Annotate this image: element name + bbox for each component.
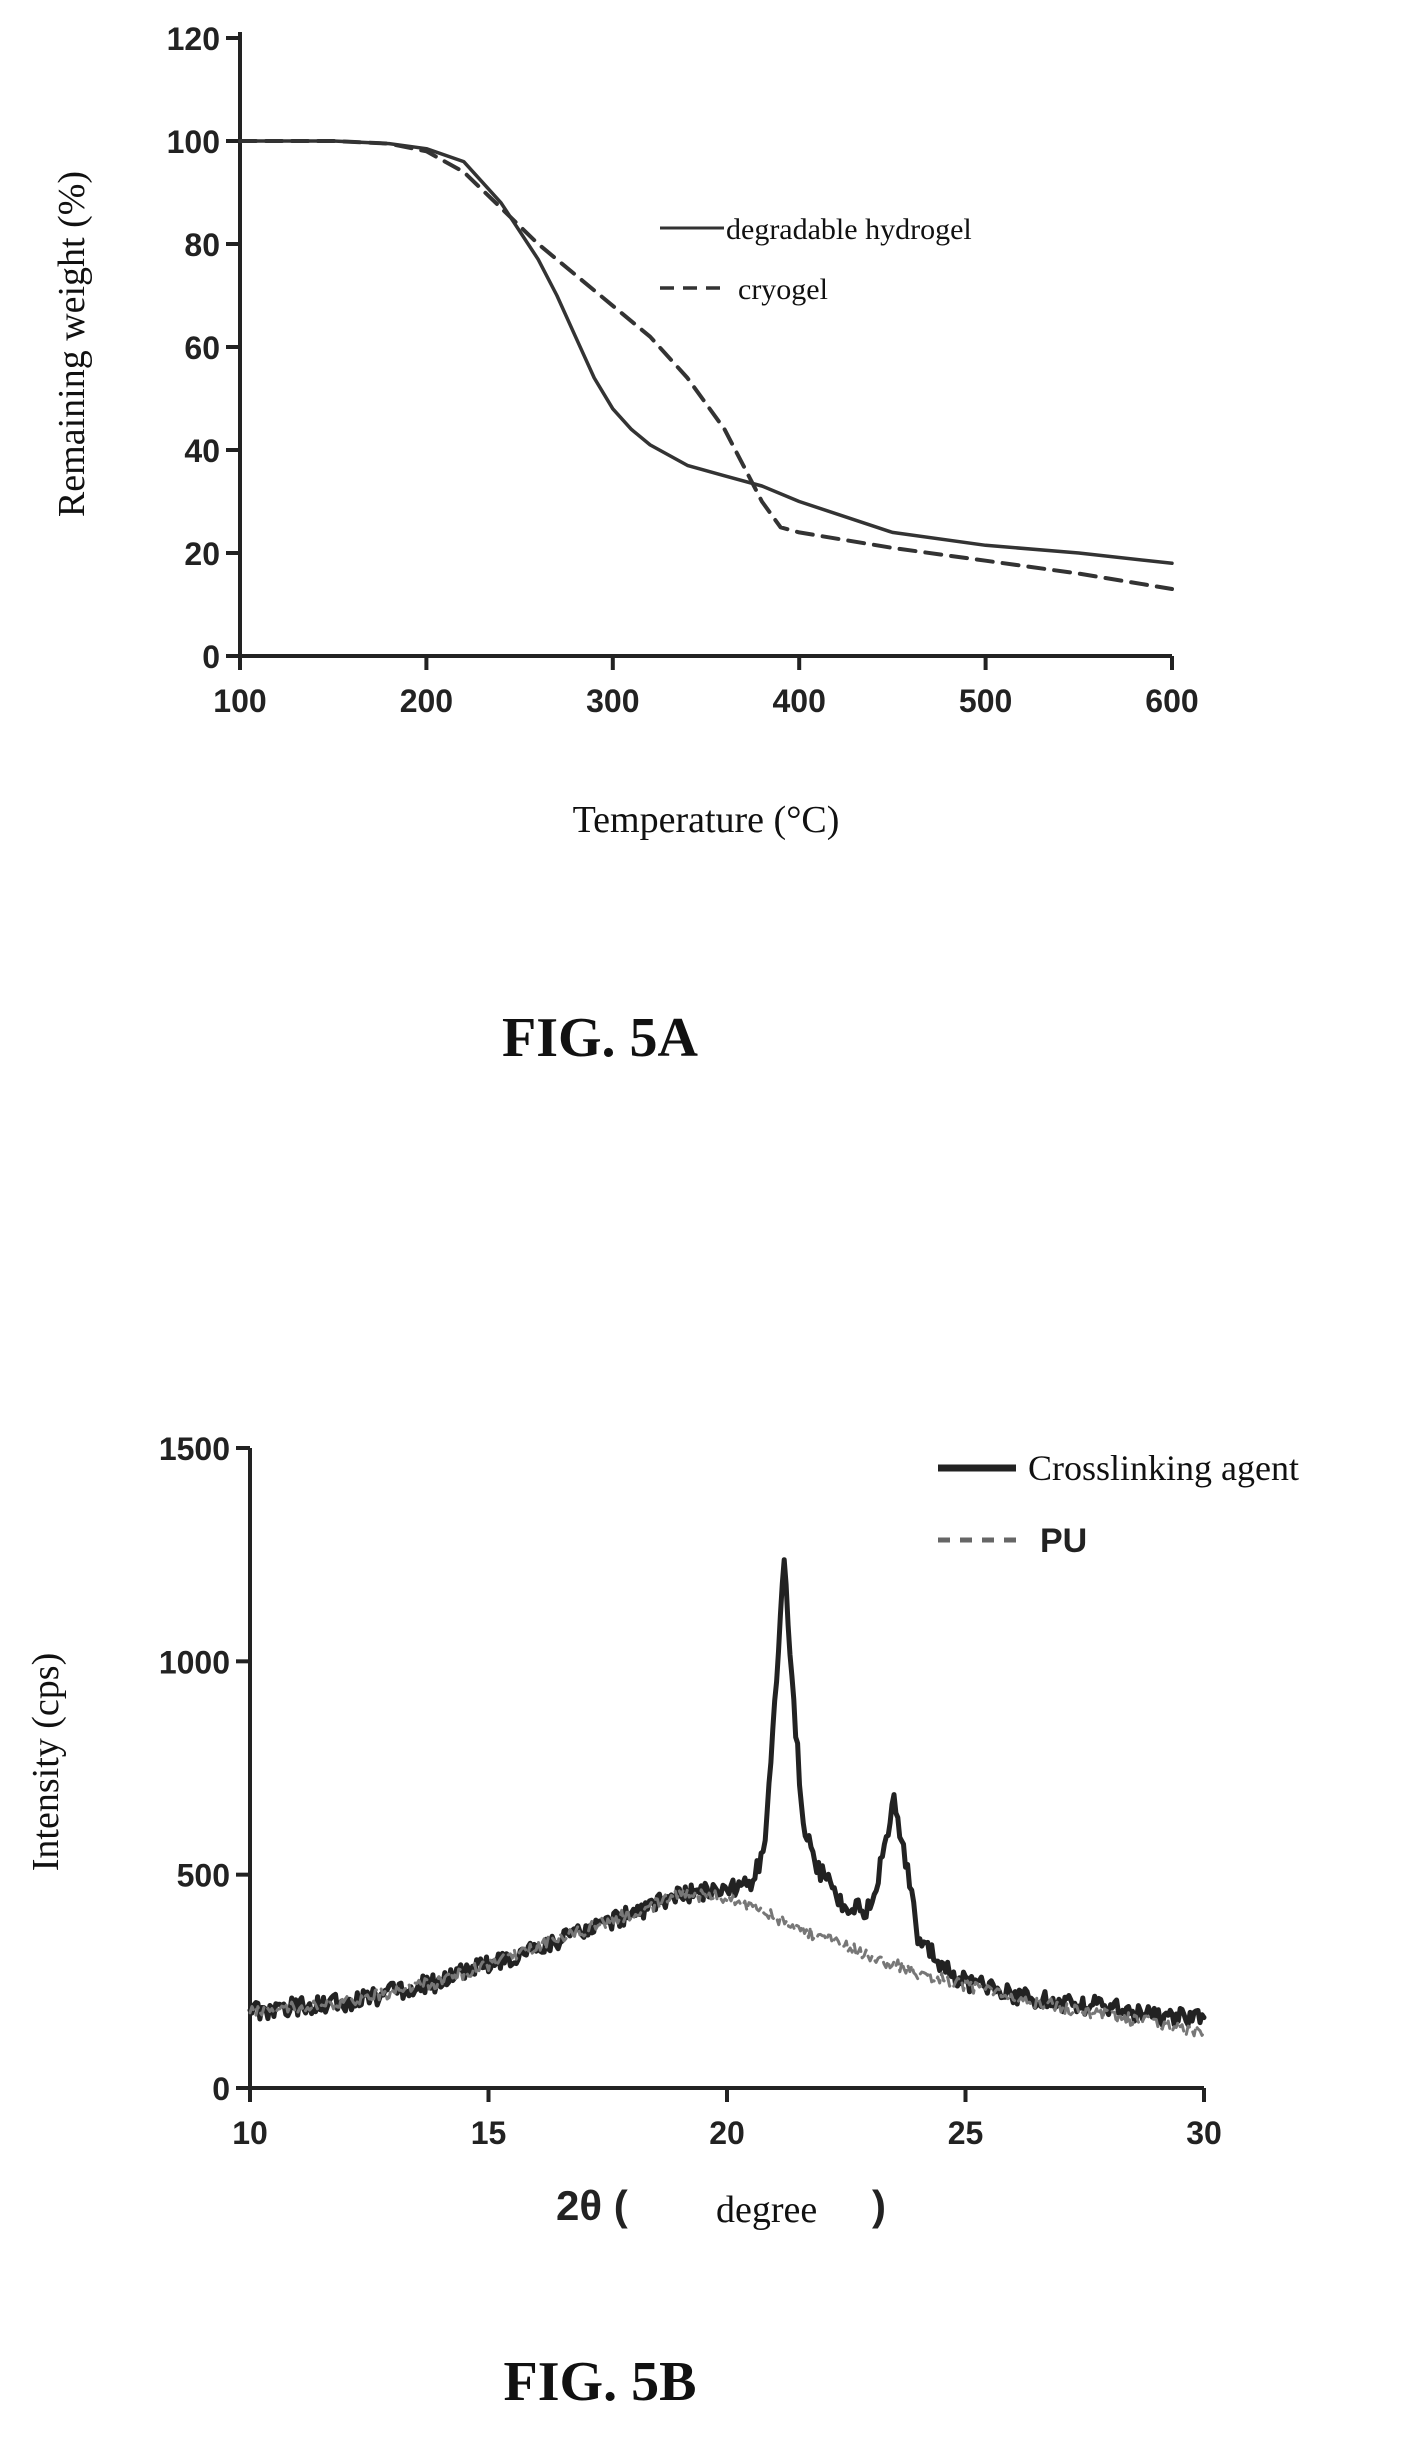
chart-5a-x-axis-title: Temperature (°C): [573, 799, 840, 841]
legend-label-cryogel: cryogel: [738, 273, 828, 306]
figure-caption-5a: FIG. 5A: [502, 1007, 699, 1069]
x-tick-label: 15: [471, 2115, 507, 2151]
y-tick-label: 100: [167, 124, 220, 160]
x-tick-label: 20: [709, 2115, 745, 2151]
x-tick-label: 300: [586, 683, 639, 719]
y-tick-label: 120: [167, 21, 220, 57]
figure-caption-5b: FIG. 5B: [504, 2351, 697, 2413]
chart-5b: 10 15 20 25 30 0 500 1000 1500 Intensity (cps) 2…: [25, 1431, 1299, 2413]
x-axis-title-unit: degree: [716, 2189, 817, 2231]
series-cryogel: [240, 141, 1172, 589]
series-crosslinking-agent: [250, 1560, 1204, 2025]
x-tick-label: 25: [948, 2115, 984, 2151]
y-tick-label: 80: [184, 227, 220, 263]
x-axis-title-symbol: 2θ (: [556, 2182, 628, 2229]
series-pu: [250, 1890, 1204, 2036]
x-tick-label: 10: [232, 2115, 268, 2151]
legend-label-crosslinking-agent: Crosslinking agent: [1028, 1448, 1299, 1488]
legend-label-degradable-hydrogel: degradable hydrogel: [726, 213, 972, 246]
y-tick-label: 0: [202, 639, 220, 675]
chart-5b-legend: Crosslinking agent PU: [938, 1448, 1299, 1560]
x-tick-label: 600: [1145, 683, 1198, 719]
chart-5b-y-axis-title: Intensity (cps): [25, 1653, 67, 1871]
y-tick-label: 1000: [159, 1644, 230, 1680]
x-tick-label: 400: [773, 683, 826, 719]
chart-5a-y-axis-title: Remaining weight (%): [51, 171, 93, 517]
chart-5a: 100 200 300 400 500 600 0 20 40 60 80 100 120 Remain…: [51, 21, 1199, 1069]
y-tick-label: 0: [212, 2071, 230, 2107]
legend-label-pu: PU: [1040, 1522, 1087, 1560]
x-axis-title-close: ): [872, 2182, 886, 2229]
chart-5b-x-axis-title: 2θ ( degree ): [556, 2182, 886, 2231]
y-tick-label: 500: [177, 1858, 230, 1894]
chart-5a-axes: [238, 32, 1172, 658]
y-tick-label: 20: [184, 536, 220, 572]
y-tick-label: 60: [184, 330, 220, 366]
x-tick-label: 500: [959, 683, 1012, 719]
x-tick-label: 200: [400, 683, 453, 719]
chart-5a-legend: degradable hydrogel cryogel: [660, 213, 972, 306]
y-tick-label: 1500: [159, 1431, 230, 1467]
x-tick-label: 100: [213, 683, 266, 719]
series-degradable-hydrogel: [240, 141, 1172, 563]
x-tick-label: 30: [1186, 2115, 1222, 2151]
y-tick-label: 40: [184, 433, 220, 469]
